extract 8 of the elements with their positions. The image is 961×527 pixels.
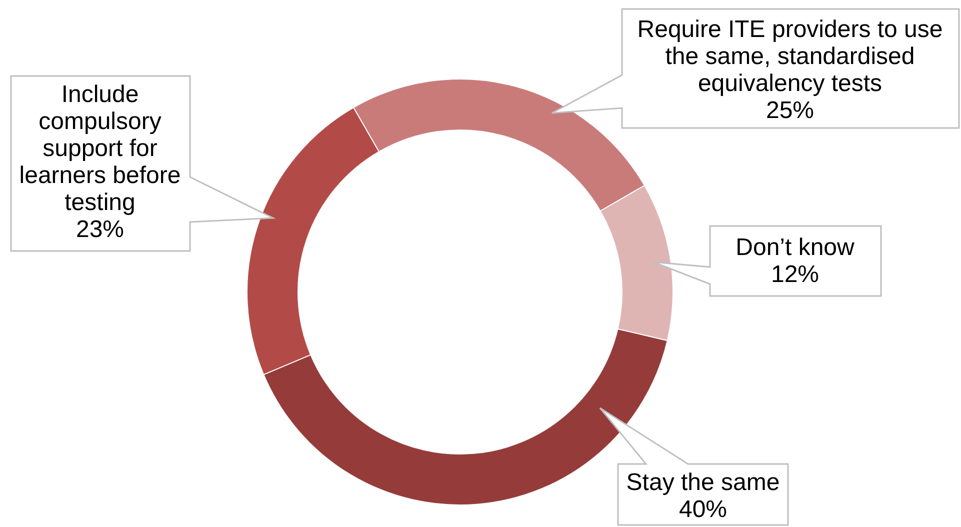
slice-label: Stay the same (626, 469, 780, 496)
data-label: 25% (766, 97, 814, 124)
slice-label: Require ITE providers to use the same, standardised equivalency tests (637, 16, 943, 97)
slice-label: Include compulsory support for learners before testing (19, 81, 181, 216)
data-label: 23% (76, 216, 124, 243)
slice-label: Don’t know (736, 234, 856, 261)
data-label: 12% (770, 261, 820, 288)
data-label: 40% (678, 496, 728, 523)
